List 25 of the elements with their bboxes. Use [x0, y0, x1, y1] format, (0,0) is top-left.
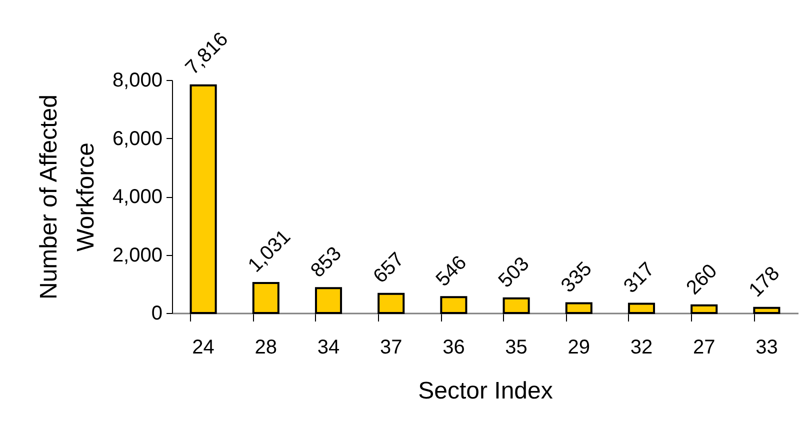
x-tick-label: 35 — [505, 336, 528, 358]
y-tick-label: 4,000 — [112, 186, 162, 208]
data-label: 853 — [306, 242, 346, 282]
data-label: 335 — [557, 258, 596, 298]
y-tick-label: 0 — [151, 302, 162, 324]
x-tick-label: 27 — [692, 336, 716, 358]
y-tick-label: 6,000 — [112, 128, 162, 150]
x-tick-label: 24 — [192, 336, 214, 358]
x-tick-label: 28 — [254, 336, 278, 358]
data-label: 178 — [744, 262, 784, 302]
y-axis-title: Number of Affected Workforce — [35, 94, 100, 300]
y-tick-label: 2,000 — [112, 244, 162, 266]
y-tick-label: 8,000 — [112, 70, 162, 92]
data-label: 317 — [620, 258, 659, 298]
x-axis-title: Sector Index — [418, 378, 553, 404]
x-tick-label: 37 — [380, 336, 402, 358]
data-label: 503 — [494, 252, 534, 292]
data-label: 657 — [369, 248, 408, 288]
data-label: 546 — [432, 252, 472, 291]
data-label: 260 — [682, 260, 722, 300]
x-tick-label: 36 — [442, 336, 465, 358]
x-tick-label: 32 — [630, 336, 653, 358]
x-tick-label: 34 — [317, 336, 340, 358]
x-tick-label: 33 — [756, 336, 778, 358]
x-tick-label: 29 — [568, 336, 590, 358]
